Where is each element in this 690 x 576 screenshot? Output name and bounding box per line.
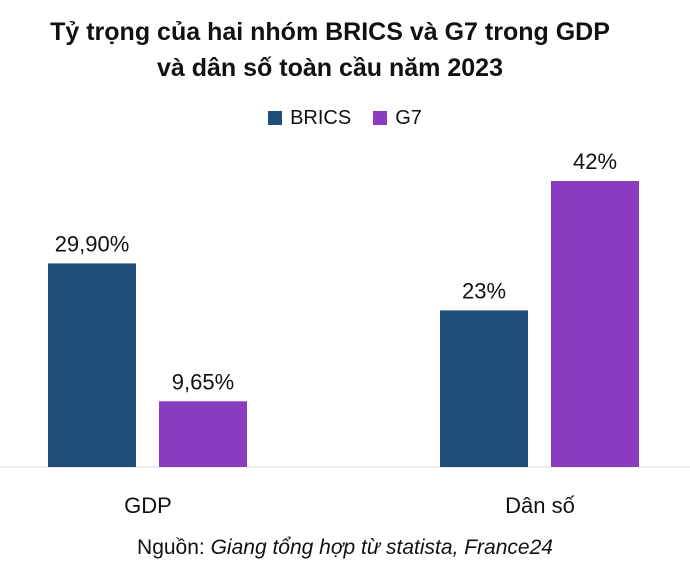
bar-g7-0	[159, 401, 247, 467]
source-prefix: Nguồn:	[137, 536, 211, 559]
data-label-g7-0: 9,65%	[172, 369, 234, 394]
legend-label-brics: BRICS	[290, 107, 352, 129]
data-label-brics-0: 29,90%	[55, 231, 130, 256]
chart-legend: BRICS G7	[0, 106, 690, 130]
chart-title: Tỷ trọng của hai nhóm BRICS và G7 trong …	[0, 14, 660, 86]
legend-item-brics: BRICS	[268, 106, 351, 130]
legend-swatch-g7	[373, 111, 388, 125]
chart-title-line-1: Tỷ trọng của hai nhóm BRICS và G7 trong …	[50, 18, 610, 46]
bar-g7-1	[551, 181, 639, 467]
bar-brics-1	[440, 310, 528, 467]
data-label-brics-1: 23%	[462, 278, 506, 303]
x-tick-label-0: GDP	[124, 493, 172, 518]
data-label-g7-1: 42%	[573, 149, 617, 174]
legend-item-g7: G7	[373, 106, 422, 130]
legend-label-g7: G7	[395, 107, 422, 129]
source-note: Nguồn: Giang tổng hợp từ statista, Franc…	[0, 536, 690, 560]
chart-title-line-2: và dân số toàn cầu năm 2023	[157, 54, 503, 82]
source-text: Giang tổng hợp từ statista, France24	[210, 536, 553, 559]
x-tick-label-1: Dân số	[505, 493, 575, 518]
bar-brics-0	[48, 263, 136, 467]
legend-swatch-brics	[268, 111, 283, 125]
